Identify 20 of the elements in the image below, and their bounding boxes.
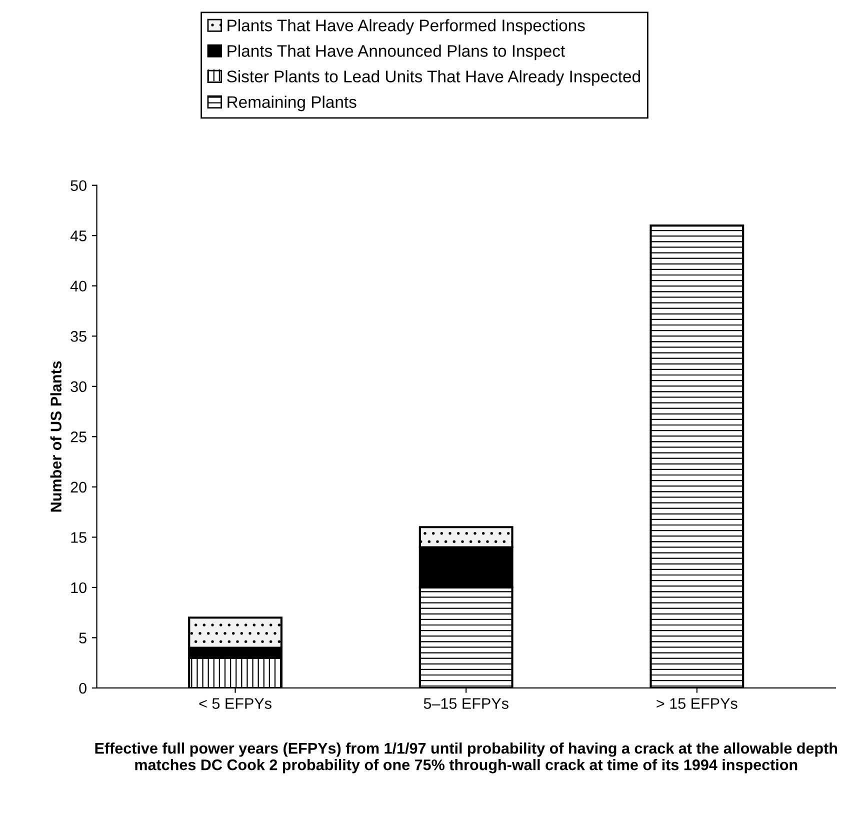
legend-label: Remaining Plants <box>228 96 356 112</box>
y-tick-label: 40 <box>70 280 86 292</box>
x-tick-label: < 5 EFPYs <box>199 698 272 709</box>
legend-label: Sister Plants to Lead Units That Have Already Inspected <box>227 70 640 86</box>
x-tick-label: > 15 EFPYs <box>656 698 738 709</box>
y-tick-label: 20 <box>70 482 86 493</box>
y-tick-label: 0 <box>79 682 86 694</box>
y-tick-label: 5 <box>79 632 86 644</box>
y-tick-label: 30 <box>70 381 86 392</box>
y-tick-label: 50 <box>70 180 86 192</box>
y-tick-label: 25 <box>70 432 86 442</box>
y-axis-title: Number of US Plants <box>50 361 62 512</box>
y-tick-label: 10 <box>71 582 86 594</box>
x-tick-label: 5–15 EFPYs <box>424 698 508 709</box>
y-tick-label: 45 <box>70 230 86 242</box>
y-tick-label: 15 <box>71 532 86 543</box>
x-axis-title: Effective full power years (EFPYs) from 1/1/97 until probability of having a crack at the allowable depth matches DC Cook 2 probability of one 75% through-wall crack at time of its 1994 inspection <box>95 742 838 774</box>
legend-label: Plants That Have Announced Plans to Inspect <box>228 44 565 60</box>
y-tick-label: 35 <box>70 330 86 342</box>
legend-label: Plants That Have Already Performed Inspections <box>228 19 585 35</box>
